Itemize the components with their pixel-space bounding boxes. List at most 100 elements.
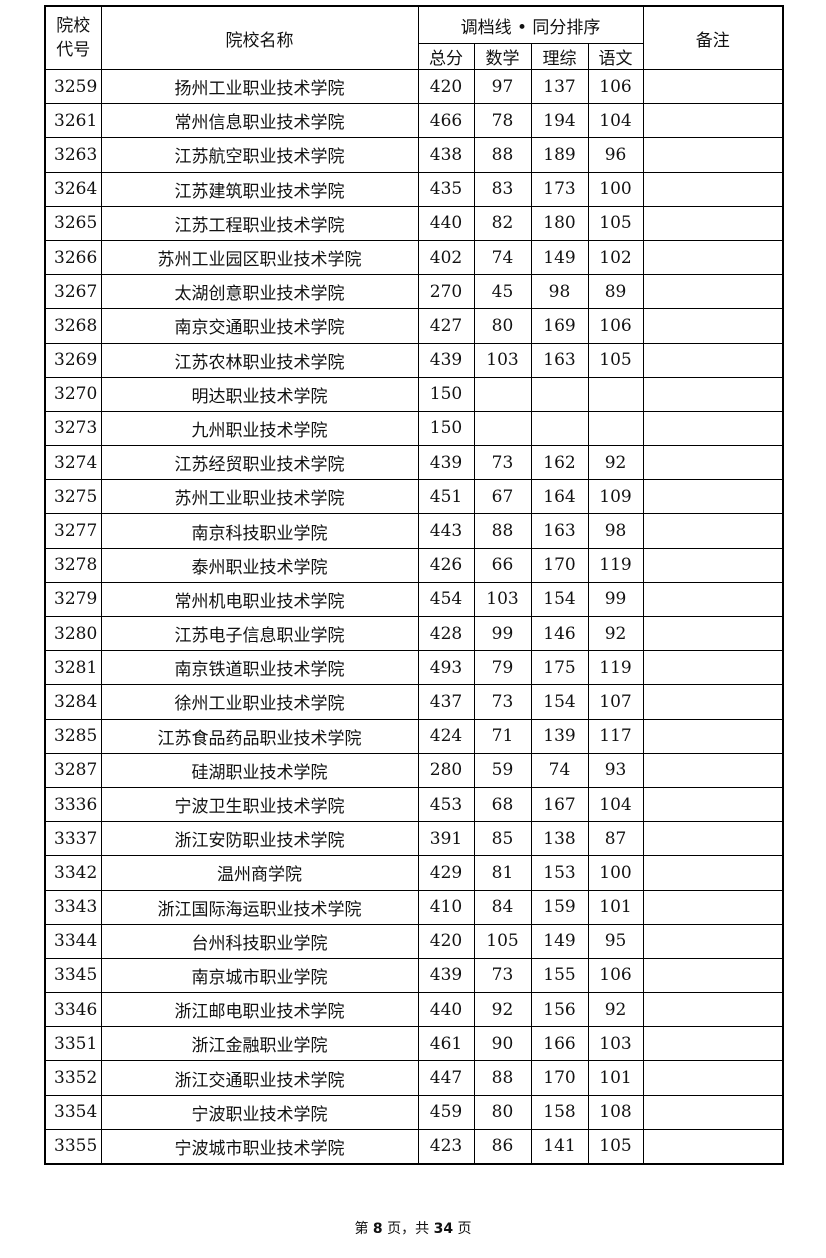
cell-math: 83 [473, 171, 532, 207]
page-footer: 第 8 页，共 34 页 [0, 1218, 826, 1238]
cell-code: 3344 [44, 923, 102, 959]
cell-science: 159 [530, 889, 589, 925]
footer-page-number: 8 [372, 1221, 383, 1237]
cell-name: 徐州工业职业技术学院 [100, 684, 419, 720]
cell-remark [642, 889, 784, 925]
cell-math: 81 [473, 855, 532, 891]
cell-total: 150 [417, 410, 475, 447]
cell-code: 3267 [44, 274, 102, 310]
cell-science: 162 [530, 445, 589, 481]
cell-math: 99 [473, 615, 532, 652]
cell-remark [642, 718, 784, 754]
cell-math: 85 [473, 821, 532, 857]
cell-remark [642, 1128, 784, 1165]
cell-science: 139 [530, 718, 589, 754]
cell-remark [642, 171, 784, 207]
cell-chinese: 103 [587, 1026, 644, 1062]
cell-name: 台州科技职业学院 [100, 923, 419, 959]
cell-science: 149 [530, 239, 589, 276]
cell-code: 3261 [44, 103, 102, 139]
cell-math: 66 [473, 547, 532, 583]
cell-science: 153 [530, 855, 589, 891]
cell-code: 3285 [44, 718, 102, 754]
cell-code: 3280 [44, 615, 102, 652]
cell-name: 宁波卫生职业技术学院 [100, 786, 419, 823]
cell-name: 苏州工业园区职业技术学院 [100, 239, 419, 276]
cell-remark [642, 445, 784, 481]
cell-code: 3265 [44, 205, 102, 241]
cell-name: 浙江金融职业学院 [100, 1026, 419, 1062]
cell-math: 84 [473, 889, 532, 925]
cell-code: 3278 [44, 547, 102, 583]
cell-chinese: 98 [587, 513, 644, 549]
cell-code: 3342 [44, 855, 102, 891]
cell-name: 江苏建筑职业技术学院 [100, 171, 419, 207]
cell-math: 86 [473, 1128, 532, 1165]
cell-science: 156 [530, 992, 589, 1028]
table-row: 3355 宁波城市职业技术学院 423 86 141 105 [44, 1128, 784, 1165]
cell-total: 440 [417, 205, 475, 241]
cell-math: 80 [473, 1094, 532, 1130]
cell-math: 45 [473, 274, 532, 310]
header-group: 调档线 • 同分排序 [417, 5, 644, 44]
table-row: 3337 浙江安防职业技术学院 391 85 138 87 [44, 821, 784, 857]
cell-name: 浙江交通职业技术学院 [100, 1060, 419, 1096]
cell-name: 太湖创意职业技术学院 [100, 274, 419, 310]
cell-total: 453 [417, 786, 475, 823]
cell-total: 423 [417, 1128, 475, 1165]
table-row: 3265 江苏工程职业技术学院 440 82 180 105 [44, 205, 784, 241]
cell-science: 137 [530, 68, 589, 105]
cell-total: 424 [417, 718, 475, 754]
cell-chinese: 95 [587, 923, 644, 959]
cell-name: 浙江国际海运职业技术学院 [100, 889, 419, 925]
cell-code: 3274 [44, 445, 102, 481]
cell-science: 158 [530, 1094, 589, 1130]
cell-name: 南京交通职业技术学院 [100, 308, 419, 344]
cell-name: 江苏农林职业技术学院 [100, 342, 419, 378]
cell-remark [642, 103, 784, 139]
header-science: 理综 [530, 43, 589, 70]
cell-chinese: 102 [587, 239, 644, 276]
table-row: 3352 浙江交通职业技术学院 447 88 170 101 [44, 1060, 784, 1096]
cell-total: 466 [417, 103, 475, 139]
cell-name: 南京城市职业学院 [100, 957, 419, 994]
cell-remark [642, 684, 784, 720]
cell-code: 3343 [44, 889, 102, 925]
cell-total: 420 [417, 923, 475, 959]
table-row: 3281 南京铁道职业技术学院 493 79 175 119 [44, 650, 784, 686]
cell-total: 435 [417, 171, 475, 207]
cell-name: 南京铁道职业技术学院 [100, 650, 419, 686]
cell-remark [642, 1060, 784, 1096]
cell-total: 439 [417, 342, 475, 378]
cell-remark [642, 752, 784, 788]
cell-science: 180 [530, 205, 589, 241]
cell-name: 江苏工程职业技术学院 [100, 205, 419, 241]
header-code-line2: 代号 [56, 40, 91, 60]
cell-remark [642, 205, 784, 241]
cell-total: 428 [417, 615, 475, 652]
table-row: 3267 太湖创意职业技术学院 270 45 98 89 [44, 274, 784, 310]
table-row: 3336 宁波卫生职业技术学院 453 68 167 104 [44, 786, 784, 823]
cell-science: 173 [530, 171, 589, 207]
cell-chinese: 105 [587, 205, 644, 241]
cell-math: 67 [473, 479, 532, 515]
cell-total: 443 [417, 513, 475, 549]
cell-science: 141 [530, 1128, 589, 1165]
table-row: 3346 浙江邮电职业技术学院 440 92 156 92 [44, 992, 784, 1028]
cell-science: 175 [530, 650, 589, 686]
cell-code: 3270 [44, 376, 102, 412]
cell-name: 宁波城市职业技术学院 [100, 1128, 419, 1165]
cell-science: 170 [530, 547, 589, 583]
cell-science: 189 [530, 137, 589, 173]
cell-remark [642, 650, 784, 686]
cell-total: 420 [417, 68, 475, 105]
table-row: 3273 九州职业技术学院 150 [44, 410, 784, 447]
cell-chinese: 92 [587, 445, 644, 481]
cell-science: 166 [530, 1026, 589, 1062]
cell-total: 493 [417, 650, 475, 686]
cell-chinese: 104 [587, 103, 644, 139]
table-row: 3351 浙江金融职业学院 461 90 166 103 [44, 1026, 784, 1062]
cell-math: 73 [473, 684, 532, 720]
cell-total: 391 [417, 821, 475, 857]
cell-total: 439 [417, 445, 475, 481]
